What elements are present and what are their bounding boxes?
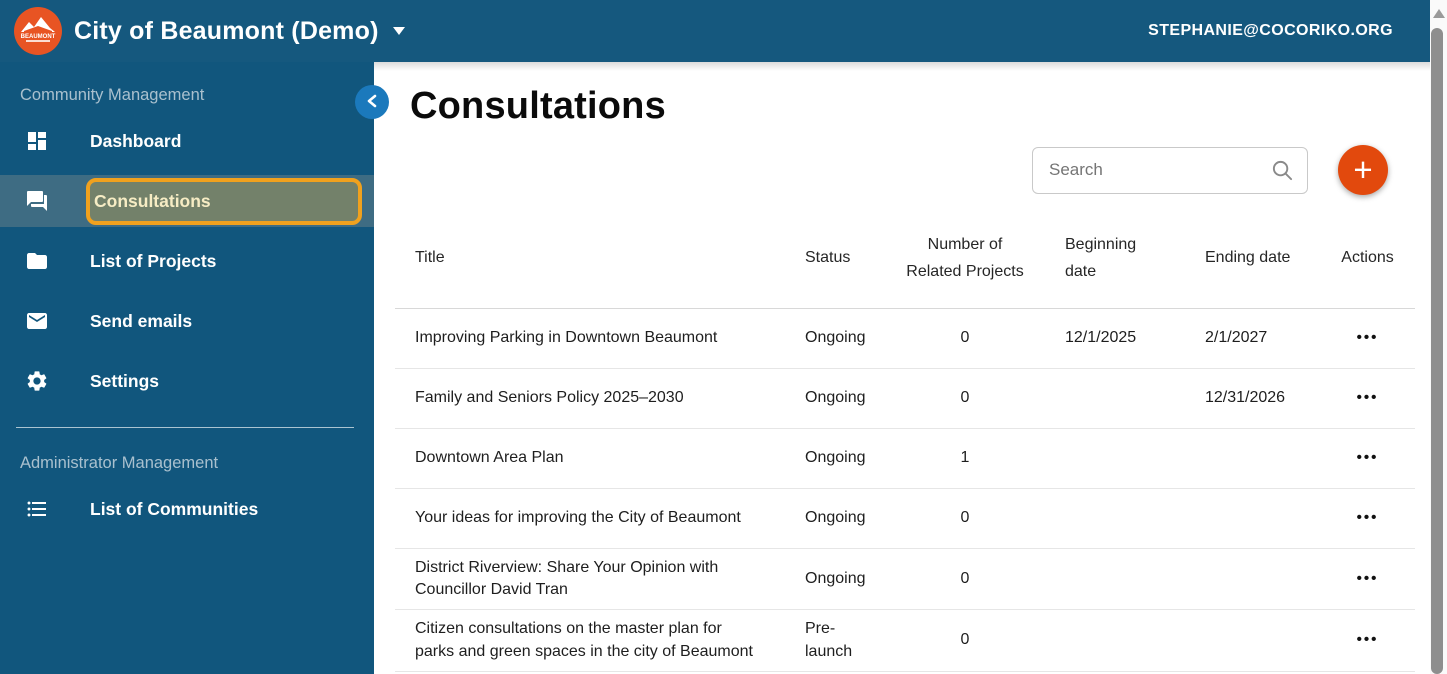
section-label-administrator: Administrator Management: [20, 454, 219, 472]
row-actions-button[interactable]: •••: [1356, 448, 1379, 466]
sidebar-item-list-of-projects[interactable]: List of Projects: [0, 231, 374, 291]
sidebar-item-label: Consultations: [94, 190, 211, 211]
scrollbar-thumb[interactable]: [1431, 28, 1443, 674]
dashboard-icon: [25, 129, 49, 153]
cell-actions: •••: [1300, 368, 1415, 429]
search-box: [1032, 146, 1308, 194]
cell-title: Improving Parking in Downtown Beaumont: [395, 308, 795, 369]
row-actions-button[interactable]: •••: [1356, 388, 1379, 406]
cell-title: Downtown Area Plan: [395, 428, 795, 489]
sidebar-item-consultations[interactable]: Consultations: [0, 175, 374, 227]
sidebar-item-list-of-communities[interactable]: List of Communities: [0, 479, 374, 539]
logo-text: BEAUMONT: [21, 34, 56, 40]
sidebar-collapse-button[interactable]: [355, 85, 389, 119]
list-icon: [25, 497, 49, 521]
cell-ending-date: 12/31/2026: [1165, 368, 1300, 429]
cell-related-projects: 0: [905, 609, 1025, 673]
search-icon[interactable]: [1271, 159, 1294, 187]
folder-icon: [25, 249, 49, 273]
column-header-related-projects: Number of Related Projects: [905, 208, 1025, 309]
user-email-menu[interactable]: STEPHANIE@COCORIKO.ORG: [1148, 22, 1393, 39]
consultations-table: Title Status Number of Related Projects …: [395, 208, 1415, 673]
cell-title: District Riverview: Share Your Opinion w…: [395, 548, 795, 611]
sidebar-divider: [16, 427, 354, 428]
cell-actions: •••: [1300, 308, 1415, 369]
row-actions-button[interactable]: •••: [1356, 631, 1379, 649]
sidebar-item-label: List of Communities: [90, 498, 259, 519]
table-row[interactable]: Downtown Area Plan Ongoing 1 •••: [395, 428, 1415, 489]
section-label-community: Community Management: [20, 86, 205, 104]
cell-ending-date: [1165, 609, 1300, 673]
cell-beginning-date: [1025, 428, 1165, 489]
forum-icon: [25, 189, 49, 213]
cell-title: Your ideas for improving the City of Bea…: [395, 488, 795, 549]
cell-beginning-date: [1025, 368, 1165, 429]
community-title[interactable]: City of Beaumont (Demo): [74, 16, 379, 45]
mail-icon: [25, 309, 49, 333]
cell-ending-date: [1165, 548, 1300, 611]
cell-status: Ongoing: [795, 368, 905, 429]
cell-related-projects: 1: [905, 428, 1025, 489]
cell-related-projects: 0: [905, 548, 1025, 611]
chevron-down-icon[interactable]: [392, 22, 405, 40]
sidebar-item-settings[interactable]: Settings: [0, 351, 374, 411]
column-header-beginning-date: Beginning date: [1025, 208, 1165, 309]
top-header: BEAUMONT City of Beaumont (Demo) STEPHAN…: [0, 0, 1430, 62]
table-row[interactable]: District Riverview: Share Your Opinion w…: [395, 548, 1415, 611]
sidebar-item-label: Settings: [90, 370, 160, 391]
search-input[interactable]: [1032, 146, 1308, 194]
cell-status: Ongoing: [795, 548, 905, 611]
cell-beginning-date: [1025, 548, 1165, 611]
gear-icon: [25, 369, 49, 393]
table-row[interactable]: Citizen consultations on the master plan…: [395, 609, 1415, 673]
cell-actions: •••: [1300, 609, 1415, 673]
cell-related-projects: 0: [905, 488, 1025, 549]
sidebar: Community Management Dashboard Consultat…: [0, 62, 374, 674]
active-item-highlight: Consultations: [86, 177, 362, 225]
sidebar-item-dashboard[interactable]: Dashboard: [0, 111, 374, 171]
cell-status: Ongoing: [795, 428, 905, 489]
table-row[interactable]: Improving Parking in Downtown Beaumont O…: [395, 308, 1415, 369]
cell-related-projects: 0: [905, 368, 1025, 429]
sidebar-item-label: List of Projects: [90, 250, 217, 271]
cell-actions: •••: [1300, 428, 1415, 489]
add-consultation-button[interactable]: +: [1338, 145, 1388, 195]
main-content: Consultations + Title Status Number of R…: [374, 62, 1430, 674]
chevron-left-icon: [366, 94, 378, 111]
cell-related-projects: 0: [905, 308, 1025, 369]
column-header-status: Status: [795, 208, 905, 309]
row-actions-button[interactable]: •••: [1356, 328, 1379, 346]
cell-ending-date: 2/1/2027: [1165, 308, 1300, 369]
table-row[interactable]: Family and Seniors Policy 2025–2030 Ongo…: [395, 368, 1415, 429]
row-actions-button[interactable]: •••: [1356, 508, 1379, 526]
beaumont-logo: BEAUMONT: [14, 7, 62, 55]
cell-ending-date: [1165, 488, 1300, 549]
cell-beginning-date: 12/1/2025: [1025, 308, 1165, 369]
cell-status: Ongoing: [795, 488, 905, 549]
cell-ending-date: [1165, 428, 1300, 489]
cell-actions: •••: [1300, 488, 1415, 549]
scrollbar-up-arrow[interactable]: [1433, 9, 1445, 18]
cell-title: Family and Seniors Policy 2025–2030: [395, 368, 795, 429]
column-header-title: Title: [395, 208, 795, 309]
sidebar-item-label: Send emails: [90, 310, 193, 331]
cell-beginning-date: [1025, 609, 1165, 673]
cell-status: Ongoing: [795, 308, 905, 369]
column-header-actions: Actions: [1300, 208, 1415, 309]
cell-beginning-date: [1025, 488, 1165, 549]
cell-title: Citizen consultations on the master plan…: [395, 609, 795, 673]
table-header-row: Title Status Number of Related Projects …: [395, 208, 1415, 309]
page-title: Consultations: [410, 85, 666, 127]
sidebar-item-label: Dashboard: [90, 130, 182, 151]
vertical-scrollbar[interactable]: [1430, 0, 1447, 674]
cell-actions: •••: [1300, 548, 1415, 611]
toolbar: +: [374, 145, 1430, 195]
row-actions-button[interactable]: •••: [1356, 569, 1379, 587]
sidebar-item-send-emails[interactable]: Send emails: [0, 291, 374, 351]
table-row[interactable]: Your ideas for improving the City of Bea…: [395, 488, 1415, 549]
column-header-ending-date: Ending date: [1165, 208, 1300, 309]
cell-status: Pre-launch: [795, 609, 905, 673]
